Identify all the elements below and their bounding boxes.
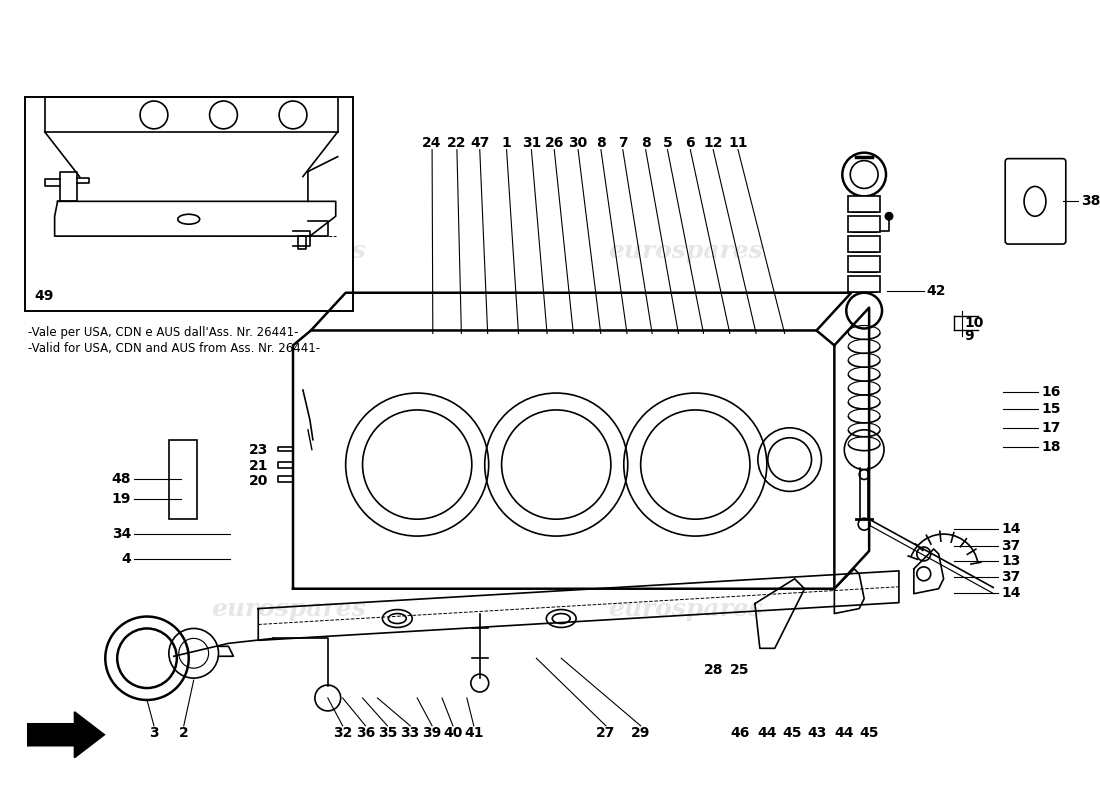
Bar [848,216,880,232]
Text: 40: 40 [443,726,463,740]
Text: 42: 42 [926,284,946,298]
Text: 16: 16 [1041,385,1060,399]
Text: eurospares: eurospares [608,597,762,621]
Text: 14: 14 [1001,522,1021,536]
Text: 11: 11 [728,136,748,150]
Text: 22: 22 [448,136,466,150]
Text: 37: 37 [1001,539,1021,553]
Text: 9: 9 [965,330,975,343]
Text: 43: 43 [807,726,827,740]
Text: 33: 33 [400,726,420,740]
Text: 4: 4 [121,552,131,566]
Text: 44: 44 [835,726,854,740]
Bar [848,196,880,212]
Text: 19: 19 [112,492,131,506]
FancyBboxPatch shape [1005,158,1066,244]
Text: 31: 31 [521,136,541,150]
Bar [169,440,197,519]
Text: 25: 25 [730,663,750,678]
Text: 45: 45 [859,726,879,740]
Text: 15: 15 [1041,402,1060,416]
Text: eurospares: eurospares [211,597,365,621]
Text: 17: 17 [1041,421,1060,435]
Text: 47: 47 [470,136,490,150]
Text: 5: 5 [662,136,672,150]
Text: 8: 8 [596,136,606,150]
Text: 1: 1 [502,136,512,150]
Text: 48: 48 [111,473,131,486]
Polygon shape [28,712,105,758]
Text: 18: 18 [1041,440,1060,454]
Text: 20: 20 [249,474,268,489]
Circle shape [886,212,893,220]
Bar [848,236,880,252]
Text: 36: 36 [356,726,375,740]
Text: 44: 44 [757,726,777,740]
Text: 38: 38 [1080,194,1100,208]
Text: 8: 8 [641,136,650,150]
Text: 34: 34 [112,527,131,541]
Text: 23: 23 [249,442,268,457]
Text: 14: 14 [1001,586,1021,600]
Text: 28: 28 [703,663,723,678]
Text: 3: 3 [150,726,158,740]
Text: 12: 12 [703,136,723,150]
Text: eurospares: eurospares [211,239,365,263]
Text: 7: 7 [618,136,628,150]
Text: 24: 24 [422,136,442,150]
Text: 41: 41 [464,726,484,740]
Text: 37: 37 [1001,570,1021,584]
Text: 49: 49 [35,289,54,302]
Text: eurospares: eurospares [608,239,762,263]
Text: 30: 30 [569,136,587,150]
Text: 29: 29 [631,726,650,740]
Text: 46: 46 [730,726,750,740]
Bar [848,256,880,272]
Text: -Valid for USA, CDN and AUS from Ass. Nr. 26441-: -Valid for USA, CDN and AUS from Ass. Nr… [28,342,320,355]
Text: 35: 35 [377,726,397,740]
Text: -Vale per USA, CDN e AUS dall'Ass. Nr. 26441-: -Vale per USA, CDN e AUS dall'Ass. Nr. 2… [28,326,298,338]
Text: 32: 32 [333,726,352,740]
Text: 21: 21 [249,458,268,473]
Bar [848,276,880,292]
Text: 13: 13 [1001,554,1021,568]
Text: 39: 39 [422,726,442,740]
Text: 26: 26 [544,136,564,150]
Text: 10: 10 [965,315,983,330]
Text: 45: 45 [782,726,802,740]
Bar [25,97,353,310]
Text: 6: 6 [685,136,695,150]
Text: 2: 2 [179,726,188,740]
Text: 27: 27 [596,726,616,740]
